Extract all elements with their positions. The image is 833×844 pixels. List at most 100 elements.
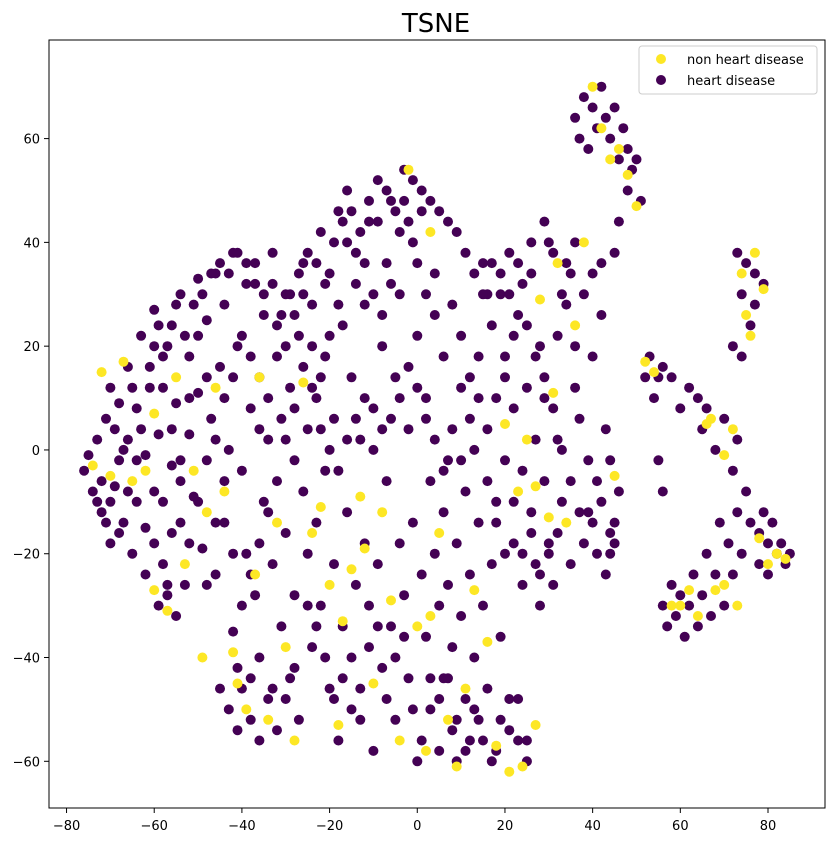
point-heart-disease <box>539 216 550 227</box>
point-heart-disease <box>732 434 743 445</box>
point-non-heart-disease <box>578 237 589 248</box>
point-heart-disease <box>324 444 335 455</box>
x-tick-label: −60 <box>141 819 168 834</box>
point-heart-disease <box>390 206 401 217</box>
point-heart-disease <box>210 434 221 445</box>
point-heart-disease <box>197 289 208 300</box>
x-tick-label: 80 <box>760 819 777 834</box>
point-non-heart-disease <box>719 450 730 461</box>
point-heart-disease <box>587 351 598 362</box>
point-heart-disease <box>232 725 243 736</box>
point-heart-disease <box>412 382 423 393</box>
point-non-heart-disease <box>561 517 572 528</box>
point-heart-disease <box>289 310 300 320</box>
point-heart-disease <box>342 185 353 196</box>
point-heart-disease <box>749 299 760 310</box>
point-heart-disease <box>675 403 686 414</box>
point-heart-disease <box>407 237 418 248</box>
point-heart-disease <box>307 642 318 653</box>
point-heart-disease <box>153 600 164 611</box>
point-heart-disease <box>473 517 484 528</box>
point-heart-disease <box>346 372 357 383</box>
point-heart-disease <box>372 175 383 186</box>
point-heart-disease <box>429 310 440 320</box>
point-heart-disease <box>460 694 471 704</box>
point-heart-disease <box>500 372 510 383</box>
x-tick-label: 40 <box>584 819 601 834</box>
point-heart-disease <box>508 403 519 414</box>
point-heart-disease <box>162 590 173 601</box>
point-heart-disease <box>158 496 168 507</box>
point-non-heart-disease <box>105 470 116 481</box>
point-heart-disease <box>289 455 300 466</box>
point-heart-disease <box>727 465 738 476</box>
point-heart-disease <box>346 652 357 663</box>
point-heart-disease <box>403 424 414 435</box>
point-heart-disease <box>320 351 331 362</box>
point-heart-disease <box>280 528 291 538</box>
point-heart-disease <box>105 382 116 393</box>
point-heart-disease <box>267 278 278 289</box>
point-heart-disease <box>364 600 374 611</box>
point-heart-disease <box>175 517 186 528</box>
point-heart-disease <box>592 476 602 487</box>
point-heart-disease <box>776 538 787 549</box>
point-heart-disease <box>565 559 576 570</box>
point-heart-disease <box>210 569 221 580</box>
point-heart-disease <box>394 227 405 237</box>
point-heart-disease <box>166 460 177 471</box>
point-heart-disease <box>346 704 357 715</box>
point-heart-disease <box>692 393 703 404</box>
point-heart-disease <box>486 559 497 570</box>
point-heart-disease <box>215 258 225 269</box>
point-heart-disease <box>166 320 177 331</box>
point-non-heart-disease <box>469 585 480 596</box>
point-heart-disease <box>539 372 550 383</box>
point-heart-disease <box>605 548 616 559</box>
point-heart-disease <box>587 268 598 279</box>
point-heart-disease <box>254 735 265 746</box>
point-heart-disease <box>500 351 510 362</box>
point-non-heart-disease <box>241 704 252 715</box>
legend-label-heart-disease: heart disease <box>687 74 775 89</box>
x-tick-label: −20 <box>316 819 343 834</box>
point-heart-disease <box>443 673 453 684</box>
point-heart-disease <box>600 424 611 435</box>
point-heart-disease <box>504 247 515 258</box>
point-non-heart-disease <box>701 419 712 429</box>
point-heart-disease <box>613 216 624 227</box>
point-heart-disease <box>368 745 379 756</box>
point-heart-disease <box>517 278 528 289</box>
point-heart-disease <box>350 413 361 424</box>
point-heart-disease <box>162 579 173 590</box>
point-heart-disease <box>495 631 506 642</box>
x-tick-label: 20 <box>497 819 514 834</box>
point-heart-disease <box>175 476 186 487</box>
point-heart-disease <box>372 621 383 632</box>
point-heart-disease <box>469 268 480 279</box>
point-heart-disease <box>140 569 151 580</box>
point-heart-disease <box>714 517 725 528</box>
point-heart-disease <box>539 393 550 404</box>
point-heart-disease <box>228 626 239 637</box>
point-heart-disease <box>289 403 300 414</box>
point-non-heart-disease <box>631 201 642 212</box>
point-heart-disease <box>302 600 313 611</box>
point-heart-disease <box>215 361 225 372</box>
point-heart-disease <box>425 704 436 715</box>
point-heart-disease <box>109 424 120 435</box>
point-heart-disease <box>609 538 620 549</box>
point-heart-disease <box>491 496 502 507</box>
point-non-heart-disease <box>675 600 686 611</box>
point-heart-disease <box>364 642 374 653</box>
point-heart-disease <box>495 289 506 300</box>
point-non-heart-disease <box>394 735 405 746</box>
point-heart-disease <box>105 496 116 507</box>
point-heart-disease <box>675 590 686 601</box>
point-heart-disease <box>355 683 366 694</box>
point-non-heart-disease <box>263 714 274 725</box>
legend-marker-heart-disease <box>656 75 666 85</box>
point-heart-disease <box>486 320 497 331</box>
point-heart-disease <box>96 476 107 487</box>
point-heart-disease <box>548 247 559 258</box>
